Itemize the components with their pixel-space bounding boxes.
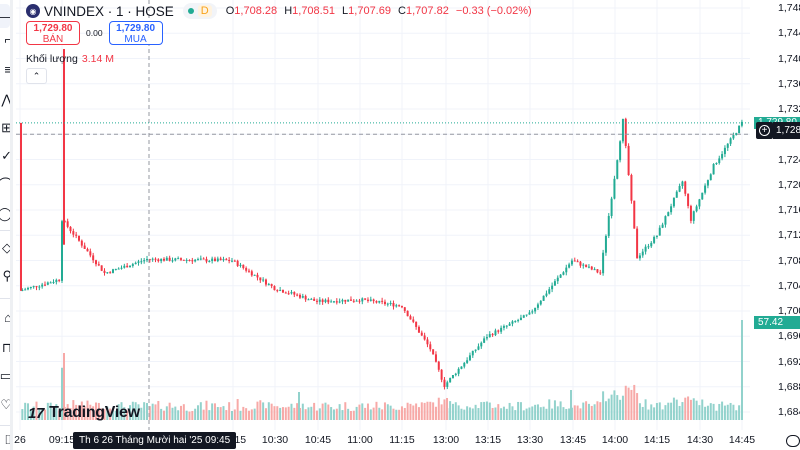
price-tick-label: 1,704: [778, 279, 800, 292]
buy-price: 1,729.80: [116, 23, 156, 34]
zoom-tool-icon[interactable]: ⚲: [2, 268, 12, 283]
trash-tool-icon[interactable]: ⌷: [4, 432, 12, 447]
price-tick-label: 1,708: [778, 254, 800, 267]
price-tick-label: 1,700: [778, 305, 800, 317]
sell-label: BÁN: [42, 34, 64, 45]
price-tick-label: 1,712: [778, 229, 800, 242]
time-tick-label: 13:45: [559, 434, 587, 446]
chart-pane[interactable]: [16, 0, 750, 430]
symbol-legend: ◉ VNINDEX · 1 · HOSE D O1,708.28 H1,708.…: [26, 2, 536, 20]
market-open-dot-icon: [187, 8, 194, 14]
volume-indicator-legend[interactable]: Khối lượng 3.14 M: [26, 53, 114, 65]
drawing-toolbar: — ⌐ ≡ ⋀ ⊞ ✓ ⌒ ◯ ◇ ⚲ ⌂ ⊓ ▭ ♡ ⌷: [0, 0, 13, 450]
open-key: O: [225, 5, 235, 17]
price-tick-label: 1,688: [778, 380, 800, 393]
toolbar-divider: [0, 230, 10, 231]
plus-circle-icon: +: [759, 125, 770, 136]
price-tick-label: 1,748: [778, 2, 800, 14]
symbol-title[interactable]: VNINDEX · 1 · HOSE: [44, 3, 174, 19]
time-tick-label: 26: [14, 434, 26, 446]
tradingview-logo-icon: 17: [28, 404, 45, 422]
price-tick-label: 1,720: [778, 178, 800, 191]
hide-tool-icon[interactable]: ▭: [0, 368, 12, 383]
add-alert-button[interactable]: +: [756, 122, 773, 139]
time-tick-label: 11:15: [389, 434, 415, 446]
high-key: H: [284, 5, 293, 17]
tradingview-watermark[interactable]: 17 TradingView: [28, 404, 140, 422]
price-tick-label: 1,736: [778, 77, 800, 90]
pattern-tool-icon[interactable]: ⋀: [1, 92, 12, 107]
time-tick-label: 10:45: [304, 434, 332, 446]
toolbar-divider: [0, 425, 10, 426]
price-tick-label: 1,724: [778, 153, 800, 166]
low-key: L: [342, 5, 349, 17]
ohlc-values: O1,708.28 H1,708.51 L1,707.69 C1,707.82 …: [226, 5, 536, 17]
time-tick-label: 14:00: [601, 434, 629, 446]
time-tick-label: 09:15: [48, 434, 76, 446]
time-tick-label: 14:15: [643, 434, 671, 446]
volume-label: Khối lượng: [26, 53, 78, 65]
buy-label: MUA: [124, 34, 147, 45]
toolbar-active-highlight: [0, 4, 10, 28]
delayed-data-badge: D: [197, 5, 212, 17]
time-tick-label: 11:00: [347, 434, 373, 446]
crosshair-price-tag: 1,728: [773, 122, 800, 139]
time-tick-label: 13:00: [432, 434, 460, 446]
fib-tool-icon[interactable]: ≡: [4, 62, 12, 77]
buy-button[interactable]: 1,729.80 MUA: [108, 21, 163, 45]
price-tick-label: 1,732: [778, 103, 800, 115]
collapse-legend-button[interactable]: ⌃: [26, 68, 47, 84]
time-tick-label: 14:45: [728, 434, 756, 446]
time-tick-label: 13:30: [516, 434, 544, 446]
text-tool-icon[interactable]: ⌒: [0, 177, 12, 192]
crosshair-time-tag: Th 6 26 Tháng Mười hai '25 09:45: [73, 432, 237, 449]
low-value: 1,707.69: [348, 5, 391, 17]
crosshair-tool-icon[interactable]: —: [0, 9, 12, 24]
toolbar-divider: [0, 298, 10, 299]
high-value: 1,708.51: [292, 5, 335, 17]
chart-settings-icon[interactable]: [786, 435, 800, 447]
time-tick-label: 13:15: [474, 434, 502, 446]
trend-line-tool-icon[interactable]: ⌐: [4, 32, 12, 47]
forecast-tool-icon[interactable]: ⊞: [1, 120, 12, 135]
price-tick-label: 1,696: [778, 330, 800, 343]
close-value: 1,707.82: [406, 5, 449, 17]
lock-tool-icon[interactable]: ⊓: [1, 340, 12, 355]
trade-buttons: 1,729.80 BÁN 0.00 1,729.80 MUA: [26, 21, 163, 45]
spread-value: 0.00: [86, 28, 103, 38]
price-tick-label: 1,684: [778, 406, 800, 418]
price-tick-label: 1,692: [778, 355, 800, 368]
magnet-tool-icon[interactable]: ⌂: [4, 310, 12, 325]
price-tick-label: 1,716: [778, 204, 800, 216]
candlestick-plot[interactable]: [16, 0, 750, 430]
volume-last-tag: 57.42: [754, 316, 800, 329]
volume-value: 3.14 M: [81, 53, 114, 65]
price-tick-label: 1,744: [778, 27, 800, 40]
time-tick-label: 10:30: [261, 434, 289, 446]
time-tick-label: 14:30: [686, 434, 714, 446]
emoji-tool-icon[interactable]: ◯: [0, 206, 10, 222]
sell-button[interactable]: 1,729.80 BÁN: [26, 21, 80, 45]
watermark-text: TradingView: [49, 404, 140, 421]
symbol-logo-icon: ◉: [26, 4, 40, 18]
change-value: −0.33 (−0.02%): [455, 5, 532, 17]
price-scale[interactable]: 1,748 1,744 1,740 1,736 1,732 1,728 1,724 1,720…: [750, 0, 800, 430]
open-value: 1,708.28: [234, 5, 278, 17]
sell-price: 1,729.80: [33, 23, 73, 34]
close-key: C: [398, 5, 406, 17]
favorites-tool-icon[interactable]: ♡: [0, 397, 12, 412]
price-tick-label: 1,740: [778, 52, 800, 65]
ruler-tool-icon[interactable]: ◇: [2, 240, 12, 255]
brush-tool-icon[interactable]: ✓: [1, 148, 12, 163]
market-status-pill[interactable]: D: [182, 3, 217, 19]
